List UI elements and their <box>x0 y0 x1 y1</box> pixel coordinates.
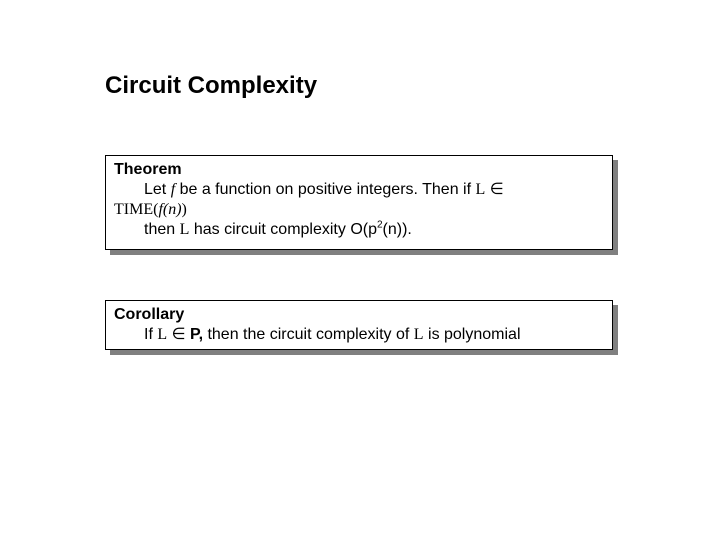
corollary-line1-prefix: If <box>144 326 157 343</box>
theorem-line2-suffix: (n)). <box>383 221 412 238</box>
slide-title: Circuit Complexity <box>105 72 317 100</box>
theorem-time: TIME(f(n)) <box>114 201 187 218</box>
theorem-line2-mid: has circuit complexity O(p <box>189 221 377 238</box>
corollary-box: Corollary If L ∈ P, then the circuit com… <box>105 300 613 350</box>
corollary-P: P, <box>190 326 203 343</box>
theorem-time-suffix: ) <box>182 201 187 218</box>
theorem-line2-prefix: then <box>144 221 180 238</box>
theorem-fn: f(n) <box>158 201 181 218</box>
corollary-heading: Corollary <box>114 306 184 323</box>
theorem-line2: then L has circuit complexity O(p2(n)). <box>114 220 604 240</box>
corollary-line1: If L ∈ P, then the circuit complexity of… <box>114 325 604 345</box>
theorem-line1-mid: be a function on positive integers. Then… <box>175 181 475 198</box>
theorem-elem1: ∈ <box>485 181 503 198</box>
theorem-L1: L <box>475 181 485 198</box>
theorem-box: Theorem Let f be a function on positive … <box>105 155 613 250</box>
corollary-line1-suffix: is polynomial <box>424 326 521 343</box>
corollary-line1-mid: then the circuit complexity of <box>203 326 414 343</box>
corollary-L1: L <box>157 326 167 343</box>
corollary-elem1: ∈ <box>167 326 190 343</box>
theorem-time-prefix: TIME( <box>114 201 158 218</box>
corollary-L2: L <box>414 326 424 343</box>
theorem-L2: L <box>180 221 190 238</box>
theorem-line1: Let f be a function on positive integers… <box>114 180 604 200</box>
theorem-line1-prefix: Let <box>144 181 171 198</box>
theorem-heading: Theorem <box>114 161 182 178</box>
